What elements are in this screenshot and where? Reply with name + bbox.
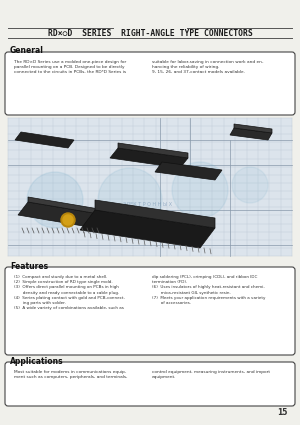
- Text: 15: 15: [278, 408, 288, 417]
- FancyBboxPatch shape: [5, 267, 295, 355]
- Circle shape: [98, 168, 162, 232]
- Circle shape: [232, 167, 268, 203]
- Bar: [8, 118, 292, 256]
- Text: dip soldering (PCL), crimping (CDL), and ribbon IDC
termination (FD).
(6)  Uses : dip soldering (PCL), crimping (CDL), and…: [152, 275, 266, 305]
- Text: RD×○D  SERIES  RIGHT-ANGLE TYPE CONNECTORS: RD×○D SERIES RIGHT-ANGLE TYPE CONNECTORS: [48, 28, 252, 37]
- Polygon shape: [95, 200, 215, 228]
- Text: Applications: Applications: [10, 357, 64, 366]
- Text: ЭЛЕК Т Р О Н Н Ы Х: ЭЛЕК Т Р О Н Н Ы Х: [123, 201, 172, 207]
- Circle shape: [63, 215, 73, 225]
- Circle shape: [172, 162, 228, 218]
- Polygon shape: [234, 124, 272, 133]
- Polygon shape: [28, 197, 105, 215]
- Polygon shape: [110, 148, 188, 168]
- Text: э л е к т р о н н ы х: э л е к т р о н н ы х: [128, 211, 169, 215]
- Text: suitable for labor-saving in connection work and en-
hancing the reliability of : suitable for labor-saving in connection …: [152, 60, 263, 74]
- Polygon shape: [80, 210, 215, 248]
- Polygon shape: [18, 202, 105, 228]
- Circle shape: [27, 172, 83, 228]
- Polygon shape: [15, 132, 74, 148]
- FancyBboxPatch shape: [5, 362, 295, 406]
- Text: General: General: [10, 46, 44, 55]
- Text: Most suitable for modems in communications equip-
ment such as computers, periph: Most suitable for modems in communicatio…: [14, 370, 128, 379]
- Text: Features: Features: [10, 262, 48, 271]
- Polygon shape: [230, 128, 272, 140]
- FancyBboxPatch shape: [5, 52, 295, 115]
- Polygon shape: [118, 143, 188, 158]
- Text: The RD×D Series use a molded one-piece design for
parallel mounting on a PCB. De: The RD×D Series use a molded one-piece d…: [14, 60, 126, 74]
- Text: control equipment, measuring instruments, and import
equipment.: control equipment, measuring instruments…: [152, 370, 270, 379]
- Circle shape: [61, 213, 75, 227]
- Polygon shape: [155, 162, 222, 180]
- Text: (1)  Compact and sturdy due to a metal shell.
(2)  Simple construction of RD typ: (1) Compact and sturdy due to a metal sh…: [14, 275, 125, 310]
